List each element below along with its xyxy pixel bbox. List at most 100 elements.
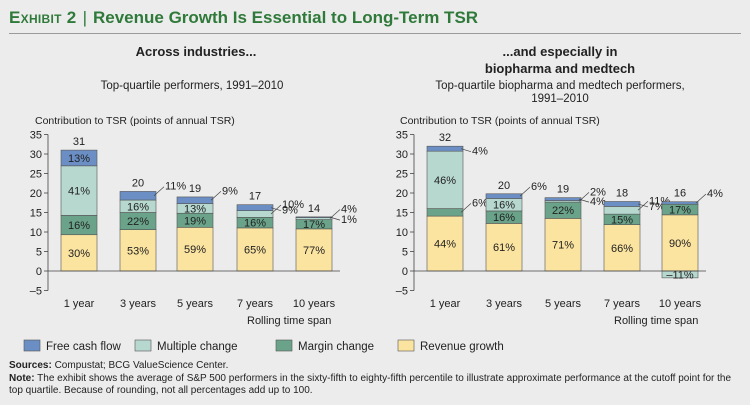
sources-label: Sources: [9, 360, 52, 371]
legend-swatch [275, 339, 293, 352]
panel2-y-tick-label: –5 [396, 286, 408, 298]
exhibit-label: Exhibit 2 [9, 8, 77, 27]
panel2-x-category-label: 5 years [545, 298, 582, 310]
panel2-y-axis-label: Contribution to TSR (points of annual TS… [400, 115, 600, 127]
panel1-segment-label: 9% [282, 205, 298, 217]
panel2-segment-label: 44% [434, 239, 456, 251]
panel2-x-category-label: 10 years [659, 298, 702, 310]
panel1-segment-label: 65% [244, 244, 266, 256]
panel2-callout-line [519, 186, 531, 197]
panel1-segment-label: 4% [341, 204, 357, 216]
panel2-segment-label: 16% [493, 200, 515, 212]
panel1-y-tick-label: 25 [30, 169, 42, 181]
charts-canvas: Across industries... Top-quartile perform… [23, 44, 723, 353]
panel1-bar-total-label: 31 [73, 136, 85, 148]
panel2-y-tick-label: 5 [402, 247, 408, 259]
panel1-bar-segment [236, 204, 274, 211]
panel1-callout-line [153, 186, 165, 196]
panel1-segment-label: 9% [222, 185, 238, 197]
panel1-bar-segment [60, 234, 98, 272]
panel2-bar-total-label: 19 [557, 184, 569, 196]
panel1-x-axis-label: Rolling time span [247, 315, 331, 327]
panel1-title: Across industries... [136, 44, 257, 59]
panel2-callout-line [460, 148, 472, 153]
panel1-x-category-label: 10 years [293, 298, 336, 310]
panel2-segment-label: 7% [649, 201, 665, 213]
exhibit-header: Exhibit 2 | Revenue Growth Is Essential … [9, 8, 478, 30]
panel2-segment-label: 4% [590, 196, 606, 208]
panel1-bar-segment [176, 227, 214, 272]
panel1-segment-label: 77% [303, 245, 325, 257]
panel2-segment-label: 90% [669, 238, 691, 250]
panel2-bar-segment [544, 218, 582, 272]
panel1-segment-label: 30% [68, 248, 90, 260]
panel2-segment-label: 6% [472, 197, 488, 209]
sources-text: Compustat; BCG ValueScience Center. [54, 360, 229, 371]
panel2-bar-total-label: 16 [674, 188, 686, 200]
panel2-segment-label: 71% [552, 240, 574, 252]
panel2-bar-segment [426, 215, 464, 272]
panel2-bar-segment [544, 197, 582, 201]
panel2-callout-line [578, 192, 590, 202]
panel1-segment-label: 22% [127, 216, 149, 228]
panel2-segment-label: 15% [611, 214, 633, 226]
panel2-bar-segment [426, 208, 464, 217]
panel1-y-tick-label: 10 [30, 227, 42, 239]
panel1-y-tick-label: 35 [30, 130, 42, 142]
panel2-segment-label: 61% [493, 242, 515, 254]
panel2-segment-label: 4% [707, 188, 723, 200]
note-label: Note: [9, 372, 35, 384]
panel1-x-category-label: 5 years [177, 298, 214, 310]
panel1-callout-line [329, 216, 341, 221]
panel2-bar-segment [426, 145, 464, 152]
legend-swatch [134, 339, 152, 352]
panel1-segment-label: 16% [127, 201, 149, 213]
footer: Sources: Compustat; BCG ValueScience Cen… [9, 360, 744, 398]
panel1-segment-label: 53% [127, 245, 149, 257]
panel2-subtitle: Top-quartile biopharma and medtech perfo… [435, 80, 684, 92]
panel2-segment-label: –11% [666, 269, 694, 281]
panel2-y-tick-label: 0 [402, 266, 408, 278]
panel1-bar-total-label: 14 [308, 203, 320, 215]
panel2-x-category-label: 3 years [486, 298, 523, 310]
panel2-bar-segment [426, 150, 464, 209]
panel1-segment-label: 13% [68, 153, 90, 165]
panel2-segment-label: 66% [611, 243, 633, 255]
panel2-y-tick-label: 10 [396, 227, 408, 239]
panel2-subtitle: 1991–2010 [531, 93, 589, 105]
panel2-y-tick-label: 15 [396, 208, 408, 220]
panel2-segment-label: 46% [434, 175, 456, 187]
legend-label: Free cash flow [46, 341, 121, 353]
panel1-segment-label: 10% [282, 199, 304, 211]
panel1-segment-label: 1% [341, 214, 357, 226]
panel2-bar-total-label: 18 [616, 188, 628, 200]
legend-label: Revenue growth [420, 341, 504, 353]
panel1-segment-label: 19% [184, 215, 206, 227]
panel2-bar-segment [603, 206, 641, 215]
panel1-segment-label: 16% [244, 218, 266, 230]
panel1-y-tick-label: –5 [30, 286, 42, 298]
panel2-bar-total-label: 20 [498, 180, 510, 192]
panel2-x-category-label: 7 years [604, 298, 641, 310]
legend-label: Margin change [298, 341, 374, 353]
panel2-y-tick-label: 30 [396, 149, 408, 161]
panel2-segment-label: 16% [493, 212, 515, 224]
panel1-y-tick-label: 30 [30, 149, 42, 161]
panel2-callout-line [460, 203, 472, 213]
panel1-segment-label: 17% [303, 219, 325, 231]
panel2-segment-label: 6% [531, 181, 547, 193]
legend-swatch [397, 339, 415, 352]
panel1-segment-label: 59% [184, 244, 206, 256]
panel2-bar-total-label: 32 [439, 132, 451, 144]
panel2-y-tick-label: 25 [396, 169, 408, 181]
exhibit-title: Revenue Growth Is Essential to Long-Term… [92, 8, 479, 27]
panel2-segment-label: 2% [590, 186, 606, 198]
panel1-bar-total-label: 17 [249, 191, 261, 203]
panel1-callout-line [210, 191, 222, 201]
panel1-y-tick-label: 15 [30, 208, 42, 220]
panel1-bar-segment [119, 229, 157, 272]
panel2-title: ...and especially in [503, 44, 618, 59]
panel1-bar-segment [295, 216, 333, 218]
panel2-bar-segment [603, 224, 641, 272]
panel1-segment-label: 11% [165, 181, 186, 193]
